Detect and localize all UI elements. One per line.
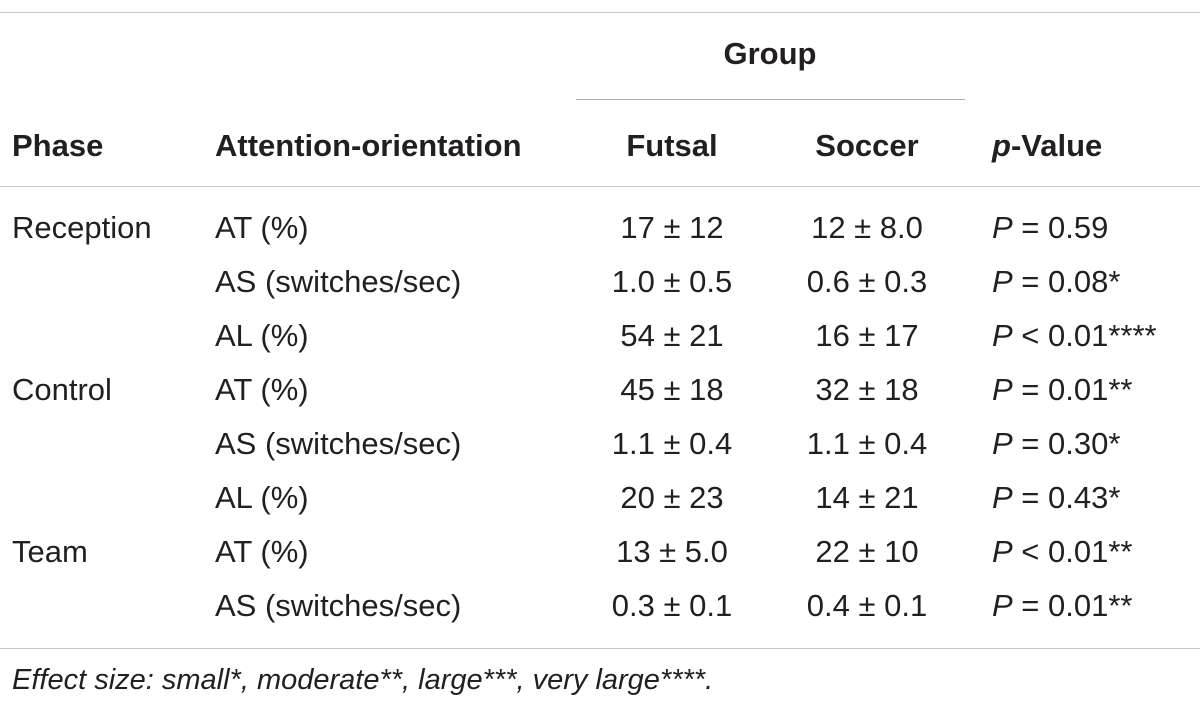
cell-futsal: 20 ± 23 [620, 480, 724, 515]
cell-futsal: 54 ± 21 [620, 318, 724, 353]
header-p-suffix: -Value [1010, 128, 1103, 163]
p-symbol: P [992, 426, 1013, 461]
cell-attention-orientation: AT (%) [215, 372, 309, 407]
p-symbol: P [992, 264, 1013, 299]
cell-p-value: P = 0.59 [992, 210, 1108, 246]
cell-soccer: 22 ± 10 [815, 534, 919, 569]
cell-futsal: 17 ± 12 [620, 210, 724, 245]
group-header-rule [576, 99, 965, 100]
p-value-text: < 0.01**** [1012, 318, 1157, 353]
header-p-value: p-Value [992, 128, 1102, 164]
cell-attention-orientation: AT (%) [215, 210, 309, 245]
p-symbol: P [992, 588, 1013, 623]
cell-soccer: 0.4 ± 0.1 [806, 588, 928, 623]
p-value-text: = 0.43* [1012, 480, 1121, 515]
cell-soccer: 0.6 ± 0.3 [806, 264, 928, 299]
p-value-text: < 0.01** [1012, 534, 1133, 569]
p-value-text: = 0.01** [1012, 588, 1133, 623]
group-header: Group [723, 36, 817, 71]
p-symbol: P [992, 210, 1013, 245]
cell-attention-orientation: AT (%) [215, 534, 309, 569]
p-value-text: = 0.59 [1012, 210, 1109, 245]
p-symbol: P [992, 534, 1013, 569]
cell-phase: Control [12, 372, 112, 407]
cell-attention-orientation: AS (switches/sec) [215, 264, 462, 299]
cell-attention-orientation: AL (%) [215, 480, 309, 515]
cell-p-value: P = 0.43* [992, 480, 1120, 516]
cell-p-value: P = 0.01** [992, 588, 1132, 624]
header-futsal: Futsal [626, 128, 718, 163]
header-soccer: Soccer [815, 128, 919, 163]
cell-futsal: 45 ± 18 [620, 372, 724, 407]
cell-phase: Team [12, 534, 88, 569]
header-p-italic: p [992, 128, 1011, 163]
p-value-text: = 0.08* [1012, 264, 1121, 299]
p-value-text: = 0.30* [1012, 426, 1121, 461]
cell-soccer: 32 ± 18 [815, 372, 919, 407]
cell-p-value: P = 0.01** [992, 372, 1132, 408]
cell-futsal: 0.3 ± 0.1 [611, 588, 733, 623]
p-symbol: P [992, 318, 1013, 353]
header-phase: Phase [12, 128, 104, 163]
cell-futsal: 1.0 ± 0.5 [611, 264, 733, 299]
cell-attention-orientation: AS (switches/sec) [215, 588, 462, 623]
p-symbol: P [992, 372, 1013, 407]
cell-p-value: P < 0.01**** [992, 318, 1157, 354]
cell-soccer: 12 ± 8.0 [811, 210, 923, 245]
table-footnote: Effect size: small*, moderate**, large**… [12, 664, 714, 696]
header-attention-orientation: Attention-orientation [215, 128, 522, 163]
cell-soccer: 1.1 ± 0.4 [806, 426, 928, 461]
cell-soccer: 16 ± 17 [815, 318, 919, 353]
p-symbol: P [992, 480, 1013, 515]
cell-futsal: 1.1 ± 0.4 [611, 426, 733, 461]
table-header-rule [0, 186, 1200, 187]
table-bottom-rule [0, 648, 1200, 649]
cell-p-value: P = 0.30* [992, 426, 1120, 462]
cell-p-value: P < 0.01** [992, 534, 1132, 570]
cell-p-value: P = 0.08* [992, 264, 1120, 300]
cell-phase: Reception [12, 210, 152, 245]
cell-soccer: 14 ± 21 [815, 480, 919, 515]
cell-futsal: 13 ± 5.0 [616, 534, 728, 569]
cell-attention-orientation: AS (switches/sec) [215, 426, 462, 461]
cell-attention-orientation: AL (%) [215, 318, 309, 353]
p-value-text: = 0.01** [1012, 372, 1133, 407]
table-top-rule [0, 12, 1200, 13]
